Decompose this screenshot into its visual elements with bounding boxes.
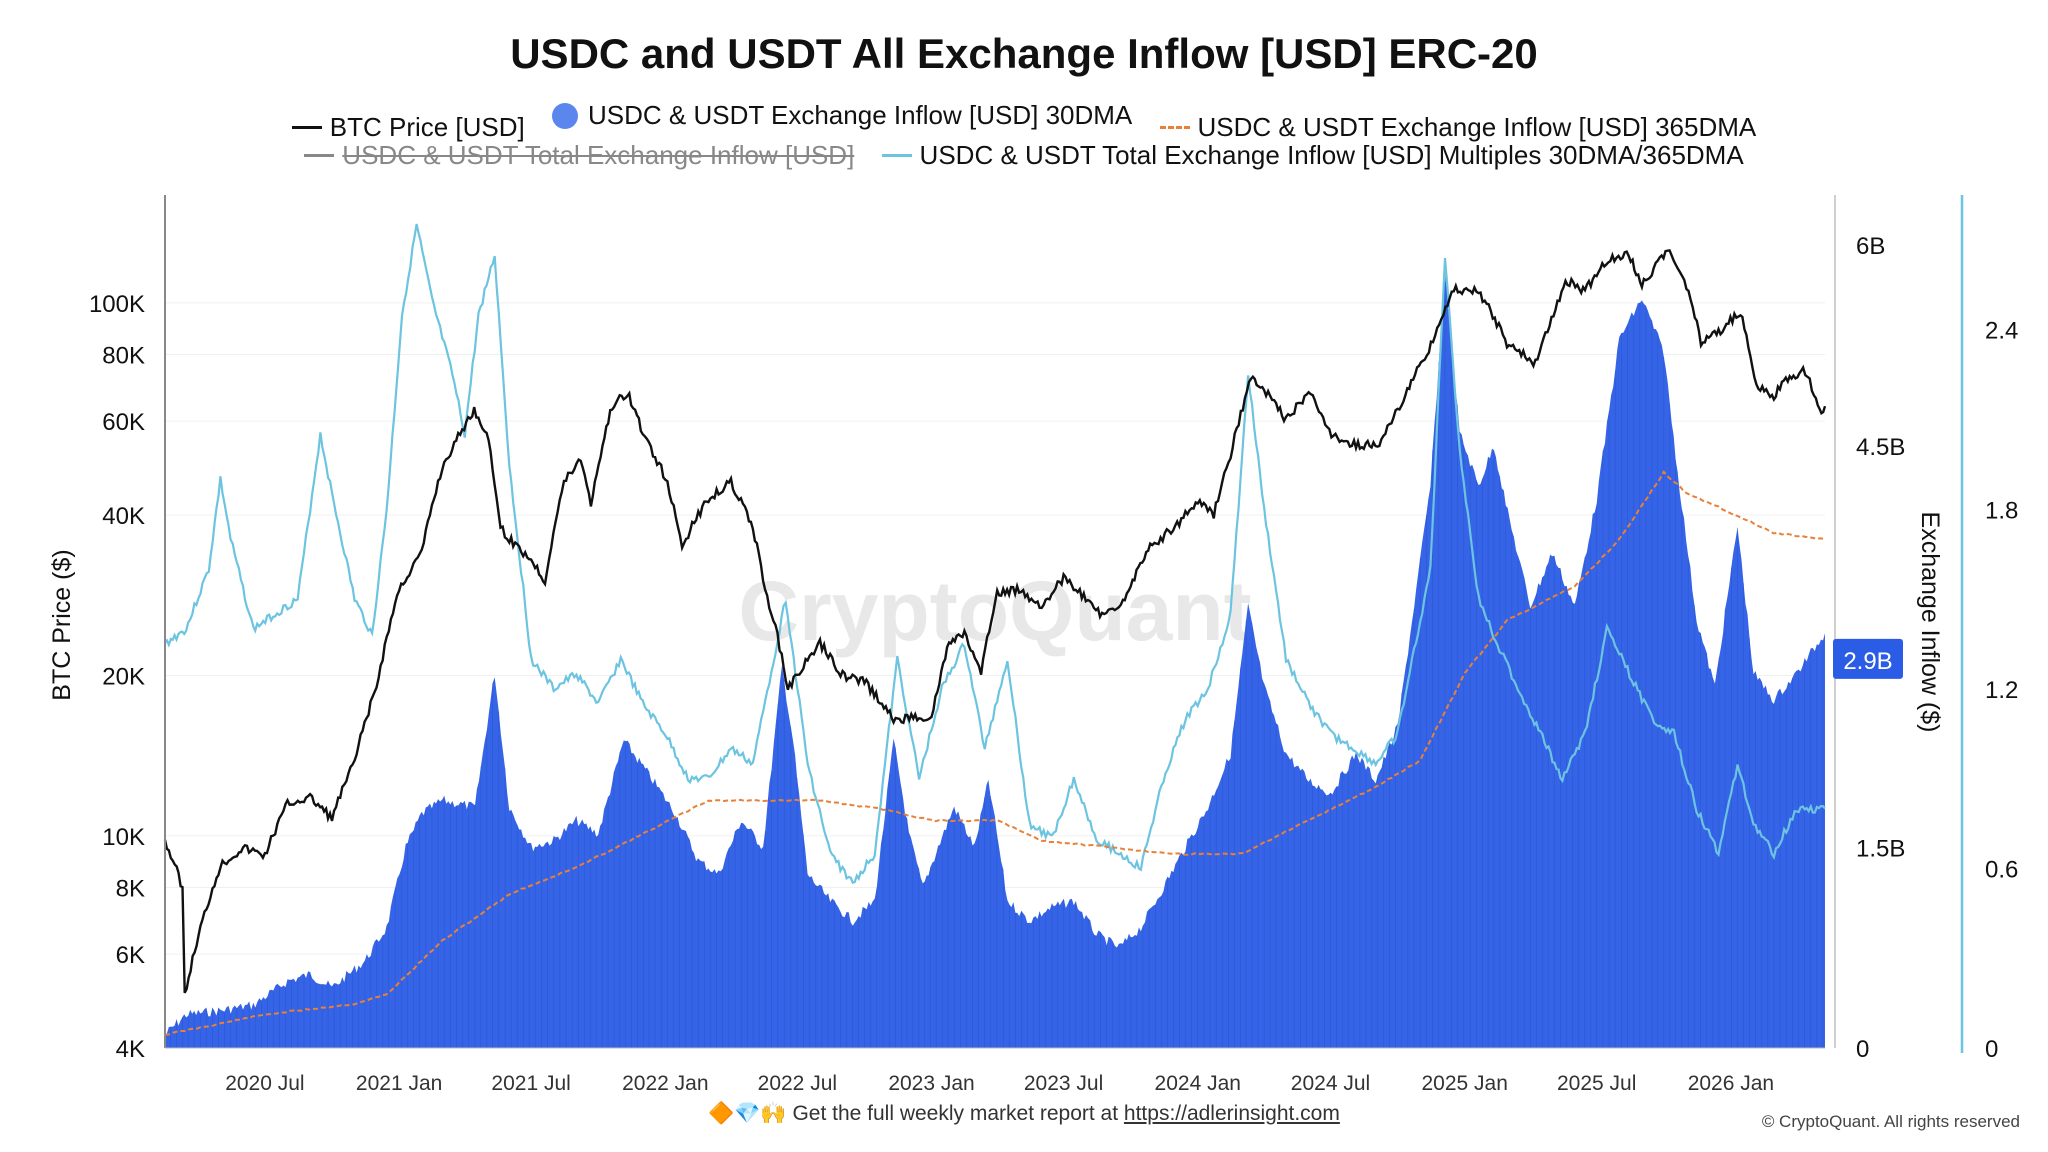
- x-tick-label: 2022 Jul: [758, 1072, 837, 1095]
- left-tick-label: 100K: [89, 291, 145, 318]
- legend-item-inflow-30dma[interactable]: USDC & USDT Exchange Inflow [USD] 30DMA: [552, 100, 1132, 131]
- x-tick-label: 2022 Jan: [622, 1072, 708, 1095]
- watermark: CryptoQuant: [738, 564, 1251, 658]
- x-tick-label: 2023 Jan: [888, 1072, 974, 1095]
- footer-text: Get the full weekly market report at: [792, 1102, 1119, 1125]
- right2-tick-label: 0.6: [1985, 856, 2018, 883]
- right-axis-title: Exchange Inflow ($): [1916, 512, 1944, 733]
- legend-swatch-inflow-30dma: [552, 102, 579, 129]
- copyright: © CryptoQuant. All rights reserved: [1761, 1112, 2020, 1131]
- right2-tick-label: 0: [1985, 1036, 1998, 1063]
- x-tick-label: 2026 Jan: [1688, 1072, 1774, 1095]
- legend-item-inflow-multiples[interactable]: USDC & USDT Total Exchange Inflow [USD] …: [881, 140, 1744, 171]
- legend-item-btc-price[interactable]: BTC Price [USD]: [291, 111, 525, 143]
- left-tick-label: 40K: [102, 503, 145, 530]
- right2-tick-label: 1.8: [1985, 497, 2018, 524]
- x-tick-label: 2020 Jul: [225, 1072, 304, 1095]
- left-tick-label: 60K: [102, 409, 145, 436]
- legend-label-btc-price: BTC Price [USD]: [329, 111, 525, 142]
- x-tick-label: 2025 Jan: [1421, 1072, 1507, 1095]
- legend-swatch-total-inflow: [304, 154, 335, 157]
- x-tick-label: 2025 Jul: [1557, 1072, 1636, 1095]
- series-btc-price-line: [163, 249, 1827, 994]
- legend-swatch-btc-price: [291, 125, 322, 129]
- footer: 🔶💎🙌 Get the full weekly market report at…: [0, 1102, 2048, 1126]
- left-tick-label: 4K: [116, 1036, 145, 1063]
- x-tick-label: 2024 Jul: [1291, 1072, 1370, 1095]
- right-tick-label: 1.5B: [1856, 835, 1905, 862]
- right2-tick-label: 2.4: [1985, 318, 2018, 345]
- right2-tick-label: 1.2: [1985, 677, 2018, 704]
- legend-label-inflow-30dma: USDC & USDT Exchange Inflow [USD] 30DMA: [588, 100, 1133, 130]
- chart-title: USDC and USDT All Exchange Inflow [USD] …: [510, 30, 1538, 77]
- x-tick-label: 2021 Jan: [356, 1072, 442, 1095]
- footer-emoji: 🔶💎🙌: [708, 1102, 787, 1125]
- legend-row-2: USDC & USDT Total Exchange Inflow [USD] …: [0, 133, 2048, 171]
- right-tick-label: 4.5B: [1856, 434, 1905, 461]
- series-inflow-multiples-line: [164, 223, 1826, 885]
- current-value-badge-label: 2.9B: [1843, 648, 1892, 675]
- legend-row-1: BTC Price [USD] USDC & USDT Exchange Inf…: [0, 100, 2048, 143]
- legend-label-total-inflow: USDC & USDT Total Exchange Inflow [USD]: [342, 140, 855, 170]
- x-tick-label: 2023 Jul: [1024, 1072, 1103, 1095]
- legend-swatch-inflow-365dma: [1159, 125, 1190, 129]
- right-tick-label: 0: [1856, 1036, 1869, 1063]
- legend-swatch-inflow-multiples: [881, 154, 912, 157]
- current-value-badge: [1833, 638, 1903, 679]
- footer-link[interactable]: https://adlerinsight.com: [1123, 1102, 1340, 1125]
- left-tick-label: 80K: [102, 343, 145, 370]
- legend-item-inflow-365dma[interactable]: USDC & USDT Exchange Inflow [USD] 365DMA: [1159, 111, 1757, 143]
- legend-label-inflow-multiples: USDC & USDT Total Exchange Inflow [USD] …: [919, 140, 1744, 170]
- left-tick-label: 20K: [102, 663, 145, 690]
- left-tick-label: 8K: [116, 876, 145, 903]
- x-tick-label: 2021 Jul: [491, 1072, 570, 1095]
- right-tick-label: 6B: [1856, 233, 1885, 260]
- left-tick-label: 10K: [102, 824, 145, 851]
- legend-label-inflow-365dma: USDC & USDT Exchange Inflow [USD] 365DMA: [1197, 111, 1757, 142]
- series-inflow-365dma-line: [164, 470, 1826, 1036]
- left-tick-label: 6K: [116, 942, 145, 969]
- x-tick-label: 2024 Jan: [1155, 1072, 1241, 1095]
- legend-item-total-inflow[interactable]: USDC & USDT Total Exchange Inflow [USD]: [304, 140, 854, 171]
- series-inflow-30dma-area: [165, 275, 1825, 1049]
- left-axis-title: BTC Price ($): [48, 549, 76, 700]
